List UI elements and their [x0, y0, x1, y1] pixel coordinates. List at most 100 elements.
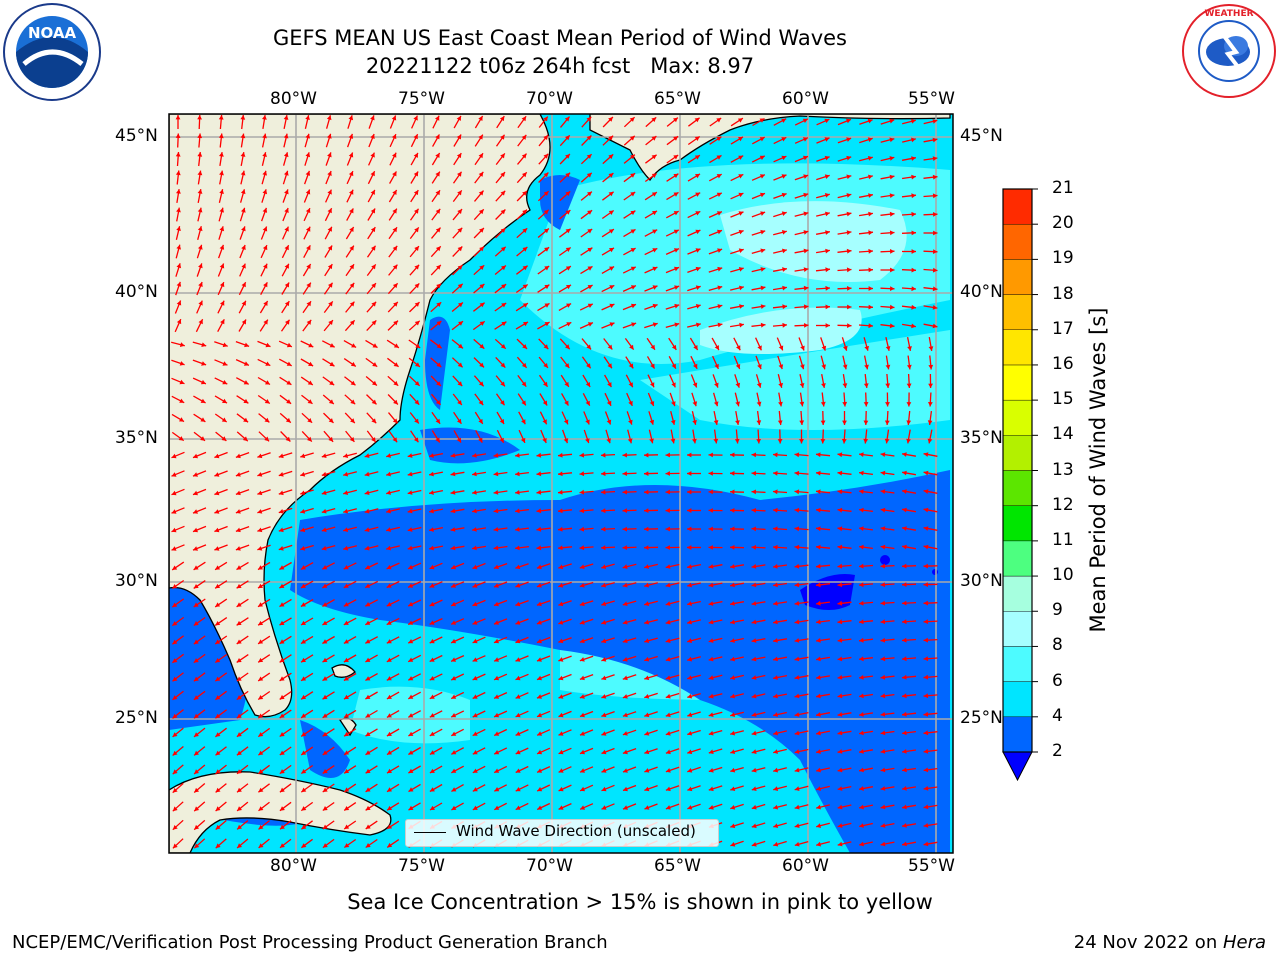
wave-arrow-head: [235, 472, 241, 477]
wave-arrow-head: [307, 436, 312, 442]
wave-arrow-head: [236, 658, 242, 663]
wave-arrow-head: [799, 439, 804, 444]
wave-arrow-head: [665, 749, 671, 755]
wave-arrow-head: [760, 211, 766, 216]
lon-tick-bottom: 75°W: [398, 856, 445, 876]
wave-arrow-head: [221, 417, 227, 422]
wave-arrow-head: [673, 136, 679, 141]
wave-arrow-head: [821, 383, 826, 388]
wave-arrow-head: [300, 565, 306, 570]
wave-arrow-head: [365, 731, 371, 737]
wave-arrow-head: [257, 472, 263, 477]
wave-arrow-head: [665, 693, 671, 699]
wave-arrow-head: [687, 582, 692, 588]
wave-arrow-head: [773, 470, 778, 476]
wave-arrow-head: [816, 786, 821, 791]
wave-arrow-head: [773, 582, 778, 588]
wave-arrow-head: [236, 695, 242, 700]
wave-arrow-head: [673, 211, 679, 216]
wave-arrow-head: [365, 676, 371, 681]
wave-arrow-head: [649, 438, 654, 444]
wave-arrow-head: [738, 267, 744, 272]
wave-arrow-head: [322, 843, 328, 848]
wave-arrow-head: [221, 436, 227, 441]
wave-arrow-head: [536, 508, 542, 514]
wave-arrow-head: [300, 527, 306, 533]
wave-arrow-head: [543, 363, 548, 368]
wave-arrow-head: [558, 638, 564, 644]
wave-arrow-head: [222, 361, 228, 366]
wave-arrow-head: [579, 638, 585, 644]
wave-arrow-head: [536, 638, 542, 644]
wave-arrow-head: [907, 346, 912, 351]
wave-arrow-head: [802, 137, 808, 142]
wave-arrow-head: [515, 638, 521, 644]
wave-arrow-head: [262, 152, 267, 157]
wave-arrow-head: [608, 117, 613, 122]
wave-arrow-head: [923, 711, 929, 717]
wave-arrow-head: [587, 285, 593, 290]
wave-arrow-head: [500, 344, 506, 349]
wave-arrow-head: [932, 267, 938, 273]
wave-arrow-head: [322, 787, 328, 792]
wave-arrow-head: [650, 363, 655, 369]
wave-arrow-head: [237, 787, 242, 793]
wave-arrow-head: [607, 382, 612, 388]
wave-arrow-head: [902, 470, 907, 476]
wave-arrow-head: [365, 620, 371, 625]
wave-arrow-head: [902, 804, 907, 810]
wave-arrow-head: [408, 750, 414, 755]
wave-arrow-head: [837, 526, 843, 532]
wave-arrow-head: [906, 402, 912, 407]
wave-arrow-head: [716, 211, 722, 216]
colorbar-tick-label: 9: [1052, 600, 1063, 621]
wave-arrow-head: [751, 712, 757, 717]
wave-arrow-head: [579, 601, 585, 607]
wave-arrow-head: [601, 638, 607, 644]
wave-arrow-head: [193, 490, 198, 496]
wave-arrow-head: [842, 383, 848, 388]
wave-arrow-head: [193, 527, 198, 533]
wave-arrow-head: [622, 452, 627, 458]
wave-arrow-head: [172, 621, 178, 626]
wave-arrow-head: [902, 619, 907, 625]
wave-arrow-head: [349, 227, 354, 232]
wave-arrow-head: [194, 713, 199, 719]
wave-arrow-head: [176, 244, 181, 250]
wave-arrow-head: [757, 345, 762, 351]
wave-arrow-head: [451, 787, 457, 792]
wave-arrow-head: [236, 676, 242, 681]
wave-arrow-head: [687, 749, 693, 755]
wave-arrow-head: [262, 115, 267, 120]
wave-arrow-head: [902, 600, 907, 606]
wave-arrow-head: [407, 490, 413, 495]
wave-arrow-head: [730, 712, 736, 717]
wave-arrow-head: [344, 843, 350, 848]
wave-arrow-head: [816, 619, 821, 625]
wave-arrow-head: [579, 620, 585, 625]
wave-arrow-head: [825, 211, 830, 217]
wave-arrow-head: [458, 302, 463, 308]
wave-arrow-head: [730, 601, 735, 606]
wave-arrow-head: [586, 116, 592, 122]
wave-arrow-head: [927, 420, 933, 425]
wave-arrow-head: [837, 693, 843, 699]
wave-arrow-head: [868, 248, 873, 254]
wave-arrow-head: [586, 154, 592, 159]
wave-arrow-head: [859, 507, 864, 513]
wave-arrow-head: [692, 420, 697, 425]
wave-arrow-head: [215, 806, 221, 811]
wave-arrow-head: [558, 731, 564, 736]
wave-arrow-head: [739, 285, 744, 291]
chart-title: GEFS MEAN US East Coast Mean Period of W…: [273, 26, 847, 50]
wave-arrow-head: [284, 282, 290, 288]
wave-arrow-head: [370, 152, 375, 158]
wave-arrow-head: [695, 248, 701, 253]
wave-arrow-head: [587, 303, 593, 308]
wave-arrow-head: [773, 489, 778, 495]
wave-arrow-head: [911, 267, 916, 273]
wave-arrow-head: [544, 228, 549, 234]
wave-arrow-head: [284, 170, 289, 176]
wave-arrow-head: [479, 228, 484, 233]
wave-arrow-head: [520, 437, 526, 443]
